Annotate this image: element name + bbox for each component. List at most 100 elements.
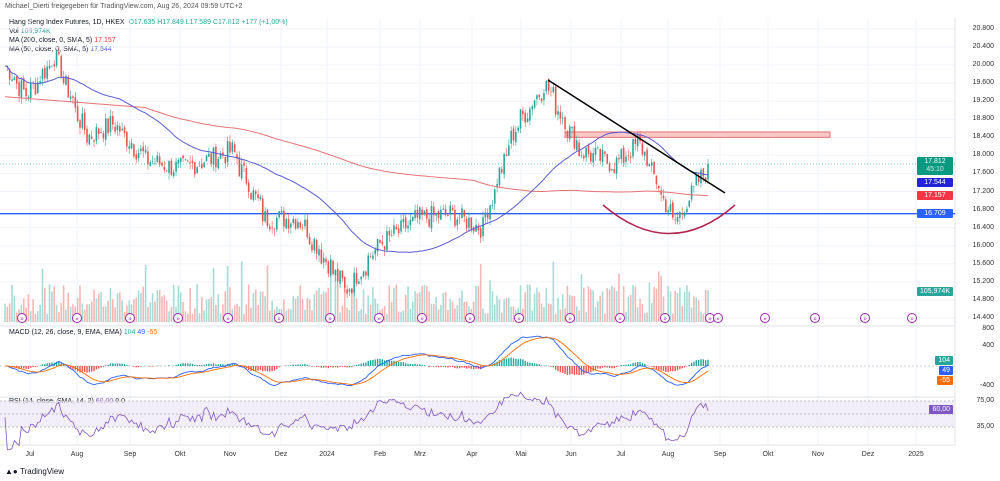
candle-body bbox=[512, 128, 515, 141]
macd-histogram-bar bbox=[376, 358, 379, 366]
candle-body bbox=[693, 186, 695, 187]
candle-body bbox=[475, 224, 477, 232]
macd-histogram-bar bbox=[224, 364, 226, 366]
candle-body bbox=[104, 118, 107, 140]
macd-histogram-bar bbox=[140, 366, 142, 367]
candle-body bbox=[615, 157, 618, 174]
macd-histogram-bar bbox=[105, 365, 107, 366]
volume-bar bbox=[505, 297, 508, 322]
volume-bar bbox=[69, 306, 72, 322]
volume-bar bbox=[224, 291, 227, 322]
macd-histogram-bar bbox=[116, 363, 119, 366]
volume-bar bbox=[93, 289, 95, 322]
candle-body bbox=[397, 228, 400, 234]
volume-bar bbox=[205, 299, 208, 322]
volume-bar bbox=[655, 288, 658, 322]
macd-histogram-bar bbox=[334, 366, 337, 368]
legend-volume[interactable]: Vol 105,974K bbox=[9, 28, 51, 35]
tradingview-logo[interactable]: ▲● TradingView bbox=[5, 467, 65, 476]
volume-bar bbox=[121, 300, 123, 322]
ma200-line bbox=[4, 96, 709, 197]
candle-body bbox=[280, 210, 283, 213]
volume-bar bbox=[123, 311, 126, 322]
macd-histogram-bar bbox=[102, 366, 105, 368]
time-tick: Feb bbox=[373, 451, 387, 458]
volume-bar bbox=[376, 303, 379, 322]
candle-body bbox=[667, 210, 669, 213]
event-marker-icon bbox=[514, 313, 524, 323]
volume-bar bbox=[147, 307, 149, 322]
macd-histogram-bar bbox=[348, 366, 351, 368]
candle-body bbox=[653, 161, 655, 175]
candle-body bbox=[297, 221, 299, 229]
time-tick: Dez bbox=[274, 451, 288, 458]
macd-histogram-bar bbox=[271, 366, 273, 372]
candle-body bbox=[660, 190, 662, 195]
candle-body bbox=[641, 143, 644, 155]
macd-histogram-bar bbox=[644, 363, 646, 366]
macd-histogram-bar bbox=[658, 366, 660, 370]
event-marker-icon bbox=[860, 313, 870, 323]
macd-histogram-bar bbox=[187, 363, 189, 366]
event-marker-glyph: » bbox=[277, 317, 281, 323]
volume-bar bbox=[90, 301, 93, 322]
volume-label: 105,974K bbox=[917, 287, 953, 296]
volume-bar bbox=[8, 303, 11, 322]
legend-ma200[interactable]: MA (200, close, 0, SMA, 5) 17.157 bbox=[9, 37, 116, 44]
macd-histogram-bar bbox=[475, 366, 477, 369]
volume-bar bbox=[667, 285, 669, 322]
rsi-tick: 75,00 bbox=[976, 397, 994, 404]
macd-histogram-bar bbox=[374, 359, 376, 366]
candle-body bbox=[566, 131, 569, 137]
macd-histogram-bar bbox=[421, 364, 423, 366]
candle-body bbox=[606, 153, 609, 164]
volume-bar bbox=[430, 303, 433, 322]
candle-body bbox=[191, 160, 194, 164]
candle-body bbox=[393, 225, 395, 234]
macd-histogram-bar bbox=[498, 360, 501, 366]
volume-bar bbox=[189, 287, 191, 322]
macd-histogram-bar bbox=[184, 363, 187, 366]
volume-bar bbox=[341, 305, 344, 322]
candle-body bbox=[76, 106, 79, 121]
volume-bar bbox=[76, 298, 79, 322]
macd-histogram-bar bbox=[505, 358, 508, 366]
legend-ma50[interactable]: MA (50, close, 0, SMA, 5) 17.544 bbox=[9, 46, 112, 53]
price-tick: 19.200 bbox=[972, 97, 994, 105]
volume-bar bbox=[538, 292, 541, 322]
candle-body bbox=[208, 153, 210, 157]
volume-bar bbox=[88, 304, 91, 322]
macd-histogram-bar bbox=[681, 366, 683, 369]
candle-body bbox=[571, 126, 573, 129]
candle-body bbox=[372, 255, 374, 259]
price-tick: 18.400 bbox=[972, 133, 994, 141]
volume-bar bbox=[215, 304, 217, 322]
candle-body bbox=[149, 162, 152, 167]
candle-body bbox=[611, 169, 613, 171]
candle-body bbox=[505, 154, 508, 156]
volume-bar bbox=[564, 308, 566, 322]
symbol-name[interactable]: Hang Seng Index Futures, 1D, HKEX bbox=[9, 19, 125, 26]
volume-bar bbox=[690, 307, 693, 322]
volume-bar bbox=[613, 287, 616, 322]
candle-body bbox=[646, 149, 648, 166]
price-tick: 17.600 bbox=[972, 169, 994, 177]
volume-bar bbox=[695, 297, 698, 322]
volume-bar bbox=[320, 294, 323, 322]
volume-bar bbox=[25, 307, 27, 322]
volume-bar bbox=[693, 296, 695, 322]
candle-body bbox=[182, 155, 184, 159]
candle-body bbox=[161, 162, 163, 166]
volume-bar bbox=[306, 298, 309, 322]
candle-body bbox=[503, 153, 505, 175]
macd-histogram-bar bbox=[428, 366, 430, 368]
time-tick: Okt bbox=[174, 451, 186, 458]
event-marker-icon bbox=[125, 313, 135, 323]
volume-bar bbox=[22, 298, 25, 322]
macd-histogram-bar bbox=[503, 358, 505, 366]
candle-body bbox=[597, 147, 599, 148]
volume-bar bbox=[510, 306, 512, 322]
macd-histogram-bar bbox=[379, 358, 381, 366]
candle-body bbox=[437, 210, 440, 219]
